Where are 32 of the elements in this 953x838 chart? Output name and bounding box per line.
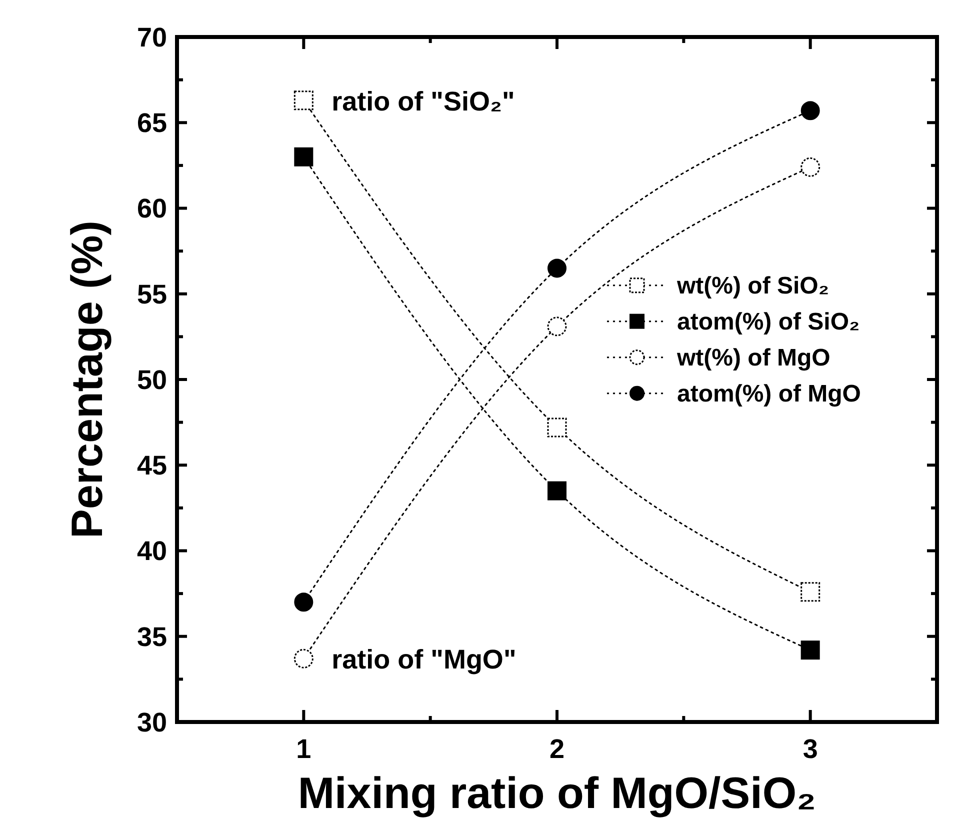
x-tick-label: 1 bbox=[296, 734, 312, 764]
point bbox=[800, 582, 820, 602]
point bbox=[294, 147, 314, 166]
point bbox=[800, 157, 820, 177]
y-tick-label: 40 bbox=[136, 536, 167, 566]
y-tick-label: 70 bbox=[136, 22, 167, 52]
x-axis-title: Mixing ratio of MgO/SiO₂ bbox=[298, 769, 816, 818]
y-axis-title: Percentage (%) bbox=[63, 220, 112, 538]
y-tick-label: 45 bbox=[136, 450, 167, 481]
point bbox=[294, 90, 314, 110]
point bbox=[294, 648, 314, 668]
point bbox=[800, 101, 820, 120]
legend-label: wt(%) of MgO bbox=[676, 344, 830, 372]
point bbox=[800, 640, 820, 660]
x-tick-label: 2 bbox=[549, 734, 565, 764]
point bbox=[294, 592, 314, 612]
legend-label: atom(%) of SiO₂ bbox=[677, 308, 860, 336]
annotation: ratio of "SiO₂" bbox=[332, 86, 515, 116]
point bbox=[547, 316, 567, 336]
legend-label: atom(%) of MgO bbox=[677, 380, 861, 408]
point bbox=[548, 258, 566, 278]
y-tick-label: 35 bbox=[136, 622, 167, 652]
y-tick-label: 65 bbox=[136, 108, 167, 138]
y-tick-label: 30 bbox=[136, 707, 167, 738]
y-tick-label: 55 bbox=[136, 279, 167, 310]
x-tick-label: 3 bbox=[802, 734, 818, 764]
y-tick-label: 50 bbox=[136, 364, 167, 395]
legend-label: wt(%) of SiO₂ bbox=[676, 272, 829, 300]
point bbox=[548, 481, 566, 500]
y-tick-label: 60 bbox=[136, 194, 167, 224]
annotation: ratio of "MgO" bbox=[332, 644, 516, 675]
point bbox=[547, 418, 567, 438]
